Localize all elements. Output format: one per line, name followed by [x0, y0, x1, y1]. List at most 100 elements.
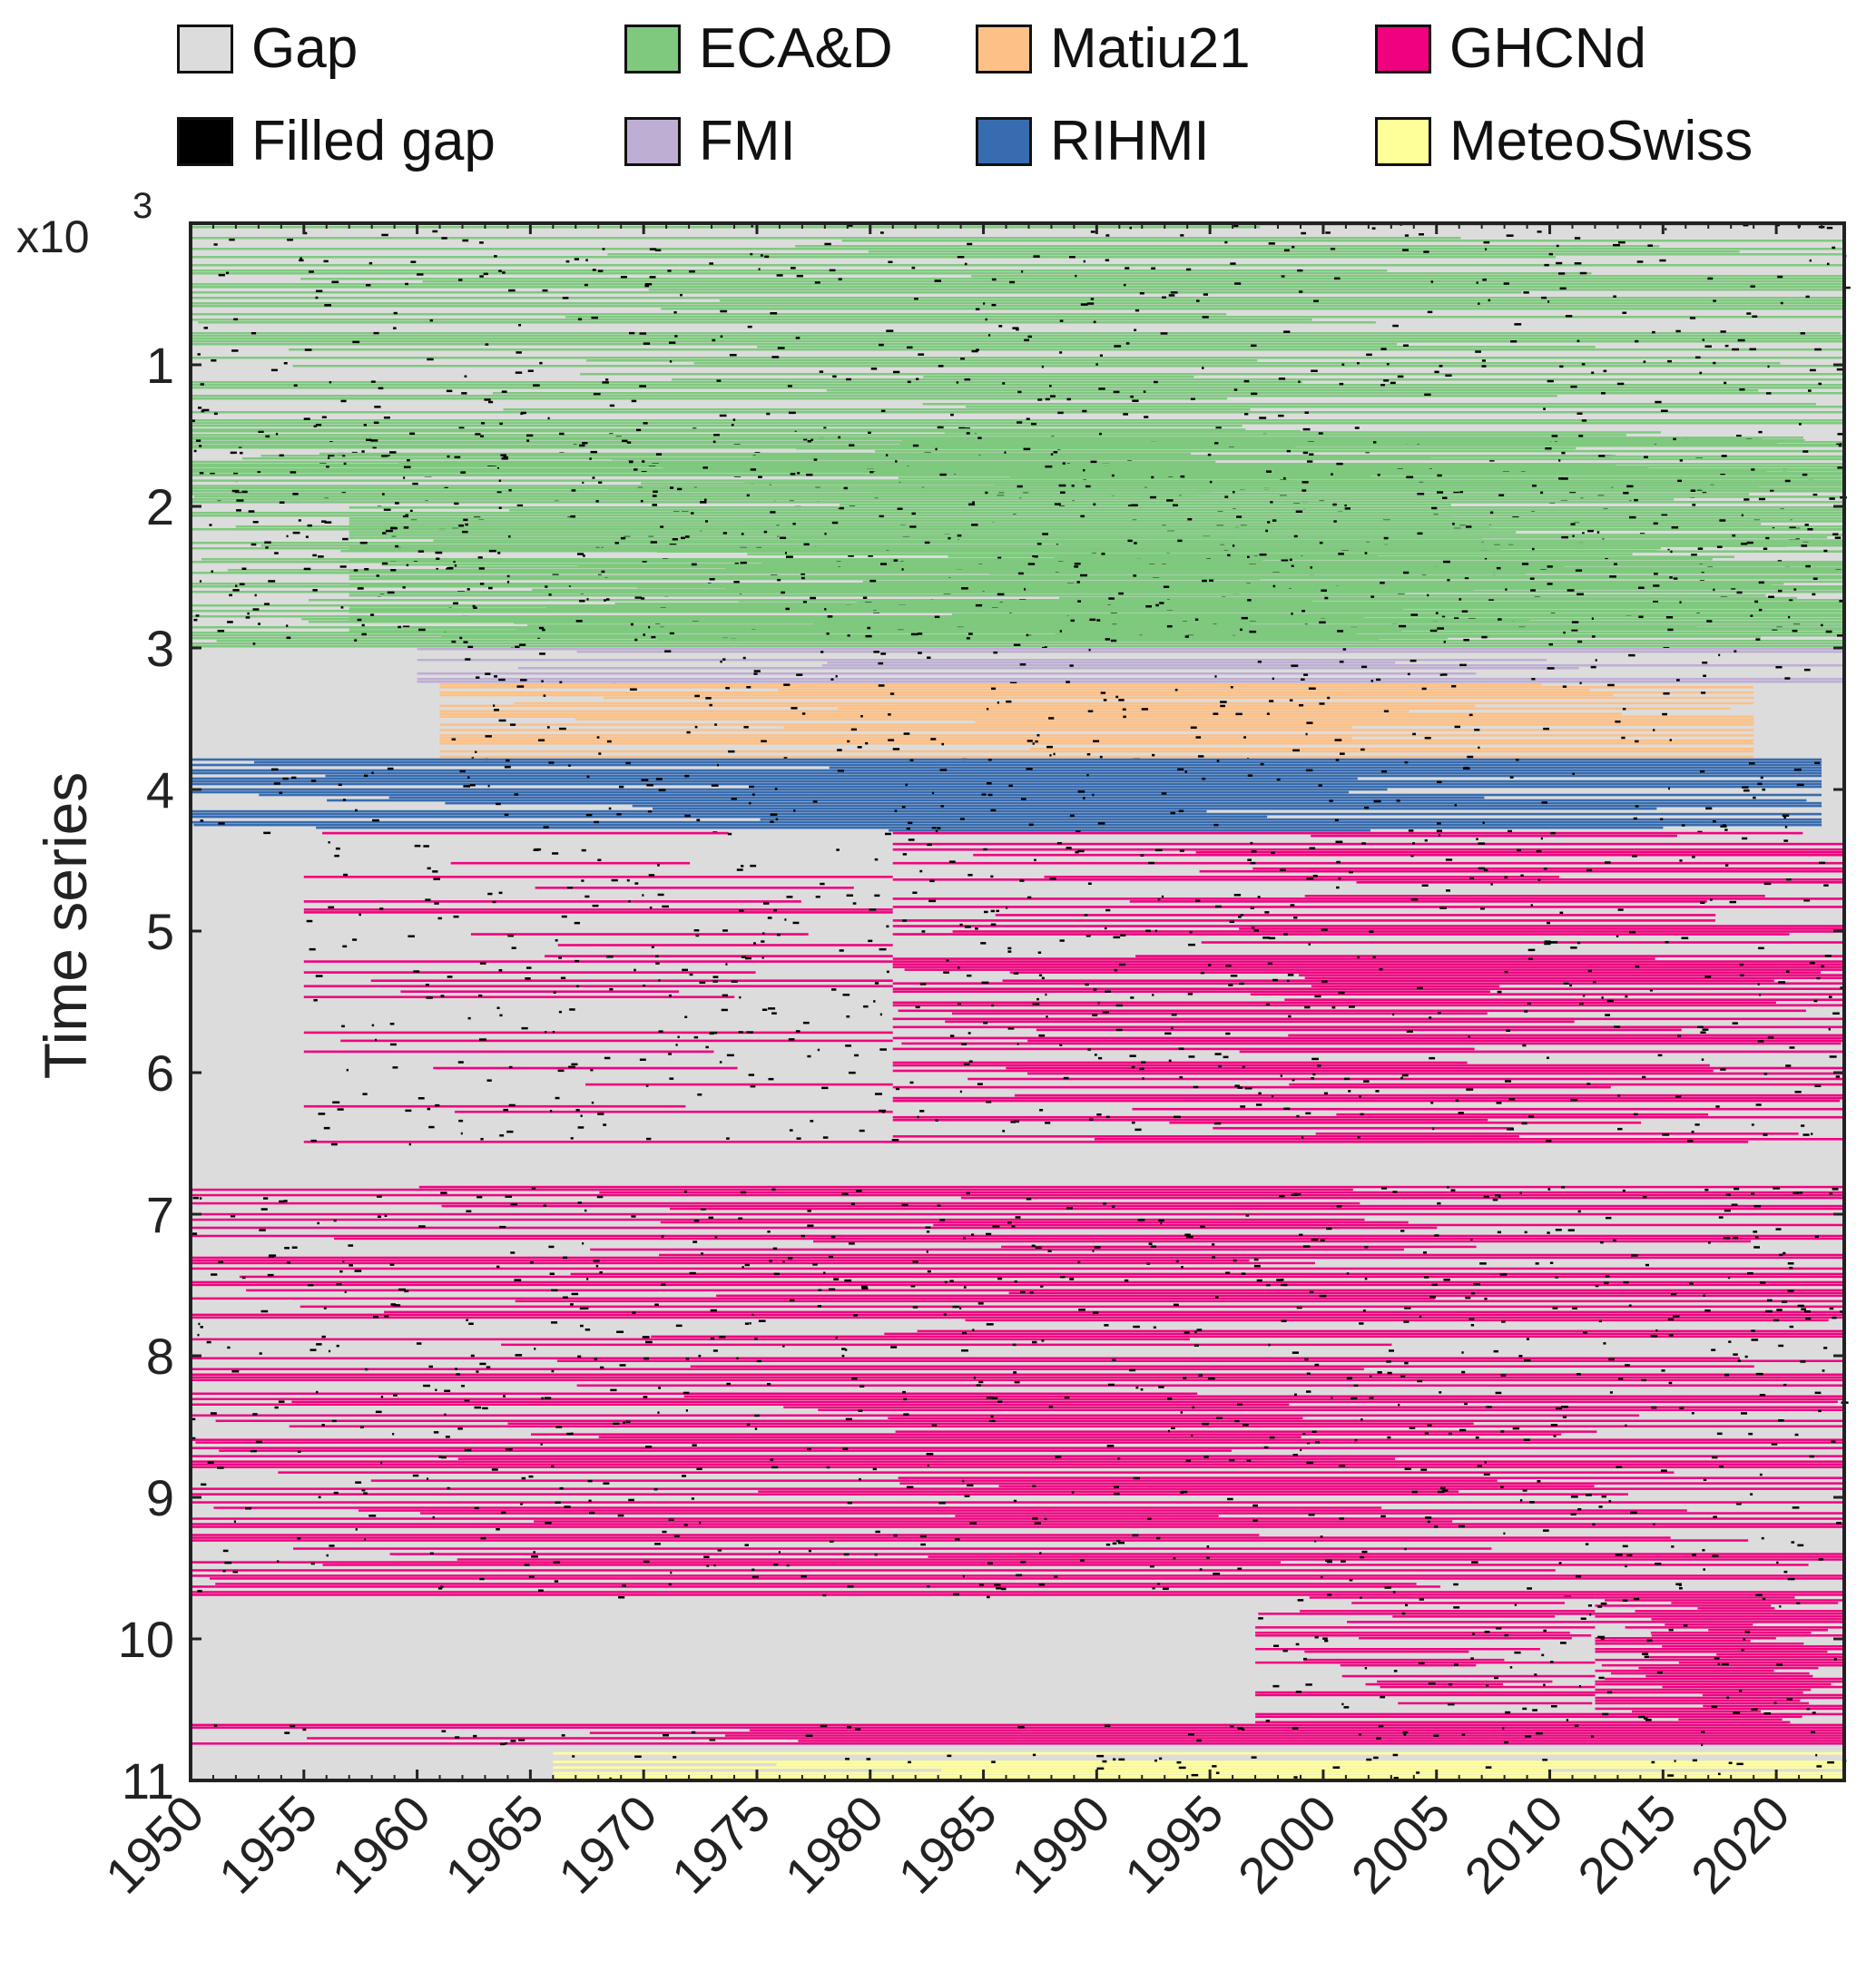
filled-gap-mark — [1665, 228, 1667, 230]
filled-gap-mark — [1185, 1235, 1193, 1239]
filled-gap-mark — [1500, 1374, 1507, 1377]
filled-gap-mark — [321, 416, 327, 418]
x-tick-label: 1985 — [887, 1784, 1007, 1905]
series-row — [191, 645, 1844, 648]
filled-gap-mark — [437, 917, 442, 920]
filled-gap-mark — [1007, 946, 1012, 950]
series-row — [439, 693, 1614, 697]
filled-gap-mark — [1133, 1325, 1140, 1329]
filled-gap-mark — [650, 541, 657, 544]
filled-gap-mark — [1613, 295, 1616, 298]
filled-gap-mark — [691, 1497, 694, 1500]
filled-gap-mark — [1489, 511, 1494, 515]
filled-gap-mark — [361, 1489, 366, 1492]
filled-gap-mark — [910, 633, 918, 636]
filled-gap-mark — [776, 524, 780, 526]
filled-gap-mark — [957, 256, 965, 259]
filled-gap-mark — [1256, 1103, 1262, 1106]
filled-gap-mark — [1651, 1760, 1655, 1764]
filled-gap-mark — [1541, 1653, 1545, 1657]
filled-gap-mark — [1302, 1245, 1311, 1248]
series-row — [657, 638, 1380, 641]
filled-gap-mark — [555, 1096, 560, 1100]
filled-gap-mark — [746, 1423, 751, 1427]
coverage-block — [417, 648, 1845, 686]
filled-gap-mark — [197, 1333, 200, 1337]
filled-gap-mark — [552, 1031, 555, 1034]
filled-gap-mark — [1775, 666, 1783, 669]
filled-gap-mark — [331, 1419, 337, 1423]
series-row — [1708, 1629, 1828, 1632]
filled-gap-mark — [1773, 1187, 1781, 1190]
filled-gap-mark — [1377, 1371, 1382, 1374]
filled-gap-mark — [749, 801, 751, 805]
filled-gap-mark — [682, 1475, 686, 1477]
series-row — [191, 1591, 1844, 1594]
series-row — [534, 1520, 1453, 1523]
filled-gap-mark — [1551, 1705, 1557, 1708]
filled-gap-mark — [846, 378, 851, 381]
filled-gap-mark — [1461, 1370, 1466, 1374]
filled-gap-mark — [1339, 382, 1344, 386]
filled-gap-mark — [492, 900, 496, 904]
filled-gap-mark — [839, 949, 844, 952]
filled-gap-mark — [1800, 332, 1805, 335]
filled-gap-mark — [709, 262, 713, 265]
series-row — [303, 971, 756, 974]
filled-gap-mark — [1233, 544, 1235, 547]
series-row — [1255, 1648, 1540, 1651]
series-row — [417, 672, 1477, 675]
filled-gap-mark — [591, 316, 598, 319]
filled-gap-mark — [909, 525, 917, 528]
filled-gap-mark — [751, 1575, 759, 1579]
filled-gap-mark — [968, 1060, 973, 1063]
filled-gap-mark — [1080, 303, 1088, 306]
filled-gap-mark — [533, 848, 539, 851]
filled-gap-mark — [634, 1755, 642, 1758]
filled-gap-mark — [1744, 1631, 1751, 1633]
filled-gap-mark — [961, 587, 968, 590]
filled-gap-mark — [1214, 1296, 1219, 1299]
filled-gap-mark — [959, 1090, 962, 1093]
filled-gap-mark — [967, 1032, 971, 1035]
filled-gap-mark — [1267, 962, 1272, 966]
filled-gap-mark — [1125, 267, 1130, 270]
filled-gap-mark — [1417, 1379, 1423, 1383]
series-row — [191, 237, 1461, 240]
filled-gap-mark — [1327, 1594, 1332, 1596]
filled-gap-mark — [233, 472, 239, 476]
filled-gap-mark — [1512, 1427, 1520, 1430]
filled-gap-mark — [1387, 1436, 1391, 1439]
filled-gap-mark — [1616, 382, 1625, 386]
filled-gap-mark — [531, 1187, 536, 1190]
filled-gap-mark — [717, 763, 719, 767]
filled-gap-mark — [1019, 879, 1025, 882]
filled-gap-mark — [1532, 1709, 1537, 1711]
filled-gap-mark — [843, 1553, 850, 1556]
filled-gap-mark — [976, 348, 979, 351]
series-row — [441, 1204, 1845, 1208]
filled-gap-mark — [926, 1250, 928, 1253]
filled-gap-mark — [1778, 981, 1785, 984]
filled-gap-mark — [586, 1278, 589, 1280]
filled-gap-mark — [470, 1354, 475, 1358]
filled-gap-mark — [824, 533, 827, 535]
filled-gap-mark — [264, 541, 271, 544]
filled-gap-mark — [879, 515, 884, 518]
series-row — [291, 1400, 1838, 1403]
filled-gap-mark — [1751, 1123, 1754, 1126]
filled-gap-mark — [1132, 399, 1139, 402]
filled-gap-mark — [1105, 990, 1111, 993]
filled-gap-mark — [417, 1342, 422, 1345]
filled-gap-mark — [1732, 1022, 1738, 1025]
series-row — [944, 431, 1661, 434]
filled-gap-mark — [1321, 980, 1328, 983]
series-row — [349, 523, 1762, 525]
filled-gap-mark — [1349, 1005, 1355, 1008]
filled-gap-mark — [643, 422, 648, 425]
filled-gap-mark — [1746, 312, 1752, 315]
filled-gap-mark — [1308, 687, 1316, 690]
filled-gap-mark — [464, 1448, 472, 1452]
filled-gap-mark — [1360, 748, 1365, 751]
filled-gap-mark — [590, 450, 597, 454]
